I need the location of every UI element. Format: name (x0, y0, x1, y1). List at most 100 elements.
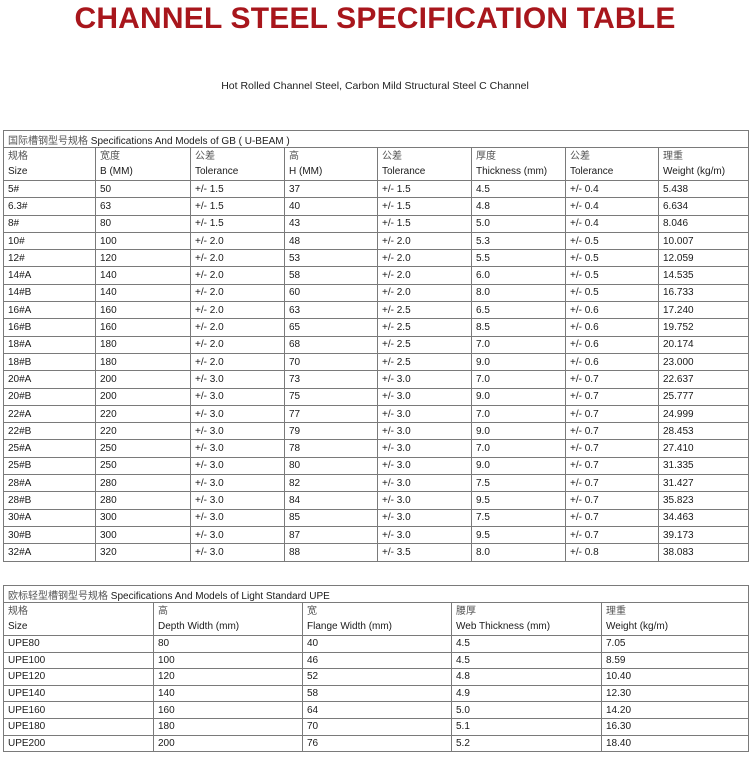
table-cell: 12.059 (658, 249, 749, 268)
table-cell: +/- 3.0 (377, 474, 472, 493)
table-cell: 40 (302, 635, 452, 653)
table-row: 10# 100 +/- 2.0 48 +/- 2.0 5.3 +/- 0.5 10.007 (3, 231, 749, 251)
caption-en: Specifications And Models of Light Stand… (110, 590, 330, 602)
table-cell: 80 (95, 214, 191, 233)
table-cell: +/- 0.7 (565, 387, 659, 406)
table-cell: 19.752 (658, 318, 749, 337)
table-cell: +/- 3.0 (377, 491, 472, 510)
table-cell: 63 (95, 197, 191, 216)
table-cell: +/- 2.0 (377, 283, 472, 303)
table-cell: 200 (95, 387, 191, 406)
table-cell: UPE120 (3, 668, 154, 686)
table-cell: 5.1 (451, 717, 602, 736)
table-cell: 58 (284, 266, 378, 285)
table-row: 5# 50 +/- 1.5 37 +/- 1.5 4.5 +/- 0.4 5.438 (3, 179, 749, 199)
table-cell: 35.823 (658, 491, 749, 510)
column-header: 高 H (MM) (284, 147, 378, 181)
header-zh: 规格 (8, 151, 28, 162)
table-cell: 16.30 (600, 717, 750, 736)
table-row: 14#B 140 +/- 2.0 60 +/- 2.0 8.0 +/- 0.5 16.733 (3, 283, 749, 303)
table-cell: 300 (95, 525, 191, 545)
table-cell: 39.173 (658, 525, 749, 545)
header-zh: 宽度 (100, 151, 120, 162)
table-cell: 48 (284, 231, 378, 251)
table-cell: +/- 1.5 (377, 197, 472, 216)
column-header: 宽 Flange Width (mm) (302, 602, 452, 636)
table-cell: UPE100 (3, 651, 154, 670)
header-zh: 高 (158, 606, 168, 617)
table-cell: +/- 2.0 (190, 231, 285, 251)
header-zh: 理重 (606, 606, 626, 617)
table-cell: UPE180 (3, 717, 154, 736)
table-cell: +/- 0.7 (565, 474, 659, 493)
table-cell: 20.174 (658, 335, 749, 354)
table-cell: 22#A (3, 404, 96, 424)
table-cell: 40 (284, 197, 378, 216)
table-cell: 84 (284, 491, 378, 510)
table-cell: 28.453 (658, 422, 749, 441)
table-cell: 9.5 (471, 525, 566, 545)
table-row: 18#B 180 +/- 2.0 70 +/- 2.5 9.0 +/- 0.6 23.000 (3, 352, 749, 372)
table-cell: +/- 2.0 (190, 318, 285, 337)
table-cell: +/- 3.0 (377, 439, 472, 458)
table-cell: +/- 0.8 (565, 543, 659, 562)
table-cell: +/- 1.5 (190, 197, 285, 216)
table-cell: 38.083 (658, 543, 749, 562)
table-cell: 20#B (3, 387, 96, 406)
table-cell: 64 (302, 701, 452, 719)
header-en: Tolerance (382, 166, 426, 177)
table-cell: 5.5 (471, 249, 566, 268)
table-cell: 37 (284, 179, 378, 199)
table-cell: 320 (95, 543, 191, 562)
table-cell: +/- 2.5 (377, 352, 472, 372)
header-en: Depth Width (mm) (158, 621, 240, 632)
header-en: Weight (kg/m) (606, 621, 669, 632)
table-cell: 8.5 (471, 318, 566, 337)
table-row: UPE160 160 64 5.0 14.20 (3, 701, 750, 719)
caption-zh: 国际槽钢型号规格 (8, 135, 88, 147)
table-cell: 160 (153, 701, 303, 719)
gb-spec-table: 国际槽钢型号规格 Specifications And Models of GB… (3, 130, 749, 562)
table-cell: 34.463 (658, 508, 749, 527)
table-cell: 6.5 (471, 301, 566, 320)
table-cell: 120 (95, 249, 191, 268)
table-cell: +/- 0.7 (565, 508, 659, 527)
table-cell: 25#A (3, 439, 96, 458)
table-cell: 7.5 (471, 474, 566, 493)
table-cell: +/- 2.5 (377, 301, 472, 320)
table-cell: +/- 3.0 (190, 439, 285, 458)
table-cell: +/- 2.5 (377, 318, 472, 337)
column-header: 公差 Tolerance (190, 147, 285, 181)
table-cell: +/- 0.5 (565, 231, 659, 251)
table-cell: 22.637 (658, 370, 749, 389)
table-cell: 7.0 (471, 370, 566, 389)
table-cell: +/- 3.0 (190, 543, 285, 562)
table-cell: 180 (153, 717, 303, 736)
table-cell: 5# (3, 179, 96, 199)
table-cell: 27.410 (658, 439, 749, 458)
table-cell: +/- 0.4 (565, 197, 659, 216)
table-cell: 5.2 (451, 734, 602, 753)
table-cell: +/- 3.0 (377, 370, 472, 389)
caption-zh: 欧标轻型槽钢型号规格 (8, 590, 108, 602)
table-cell: 63 (284, 301, 378, 320)
table-cell: 280 (95, 491, 191, 510)
table-cell: +/- 1.5 (190, 179, 285, 199)
table-cell: 85 (284, 508, 378, 527)
table-cell: 160 (95, 318, 191, 337)
table-cell: +/- 0.7 (565, 456, 659, 476)
table-cell: 58 (302, 684, 452, 703)
table-cell: 6.634 (658, 197, 749, 216)
table-row: UPE80 80 40 4.5 7.05 (3, 635, 750, 653)
table-cell: 80 (284, 456, 378, 476)
header-en: Web Thickness (mm) (456, 621, 551, 632)
table-cell: 9.0 (471, 387, 566, 406)
table-cell: 8.0 (471, 543, 566, 562)
table-cell: 87 (284, 525, 378, 545)
table-cell: 88 (284, 543, 378, 562)
table-cell: 140 (153, 684, 303, 703)
table-row: 16#B 160 +/- 2.0 65 +/- 2.5 8.5 +/- 0.6 19.752 (3, 318, 749, 337)
table-cell: 8.046 (658, 214, 749, 233)
table-cell: +/- 3.0 (190, 525, 285, 545)
table-cell: +/- 0.6 (565, 335, 659, 354)
